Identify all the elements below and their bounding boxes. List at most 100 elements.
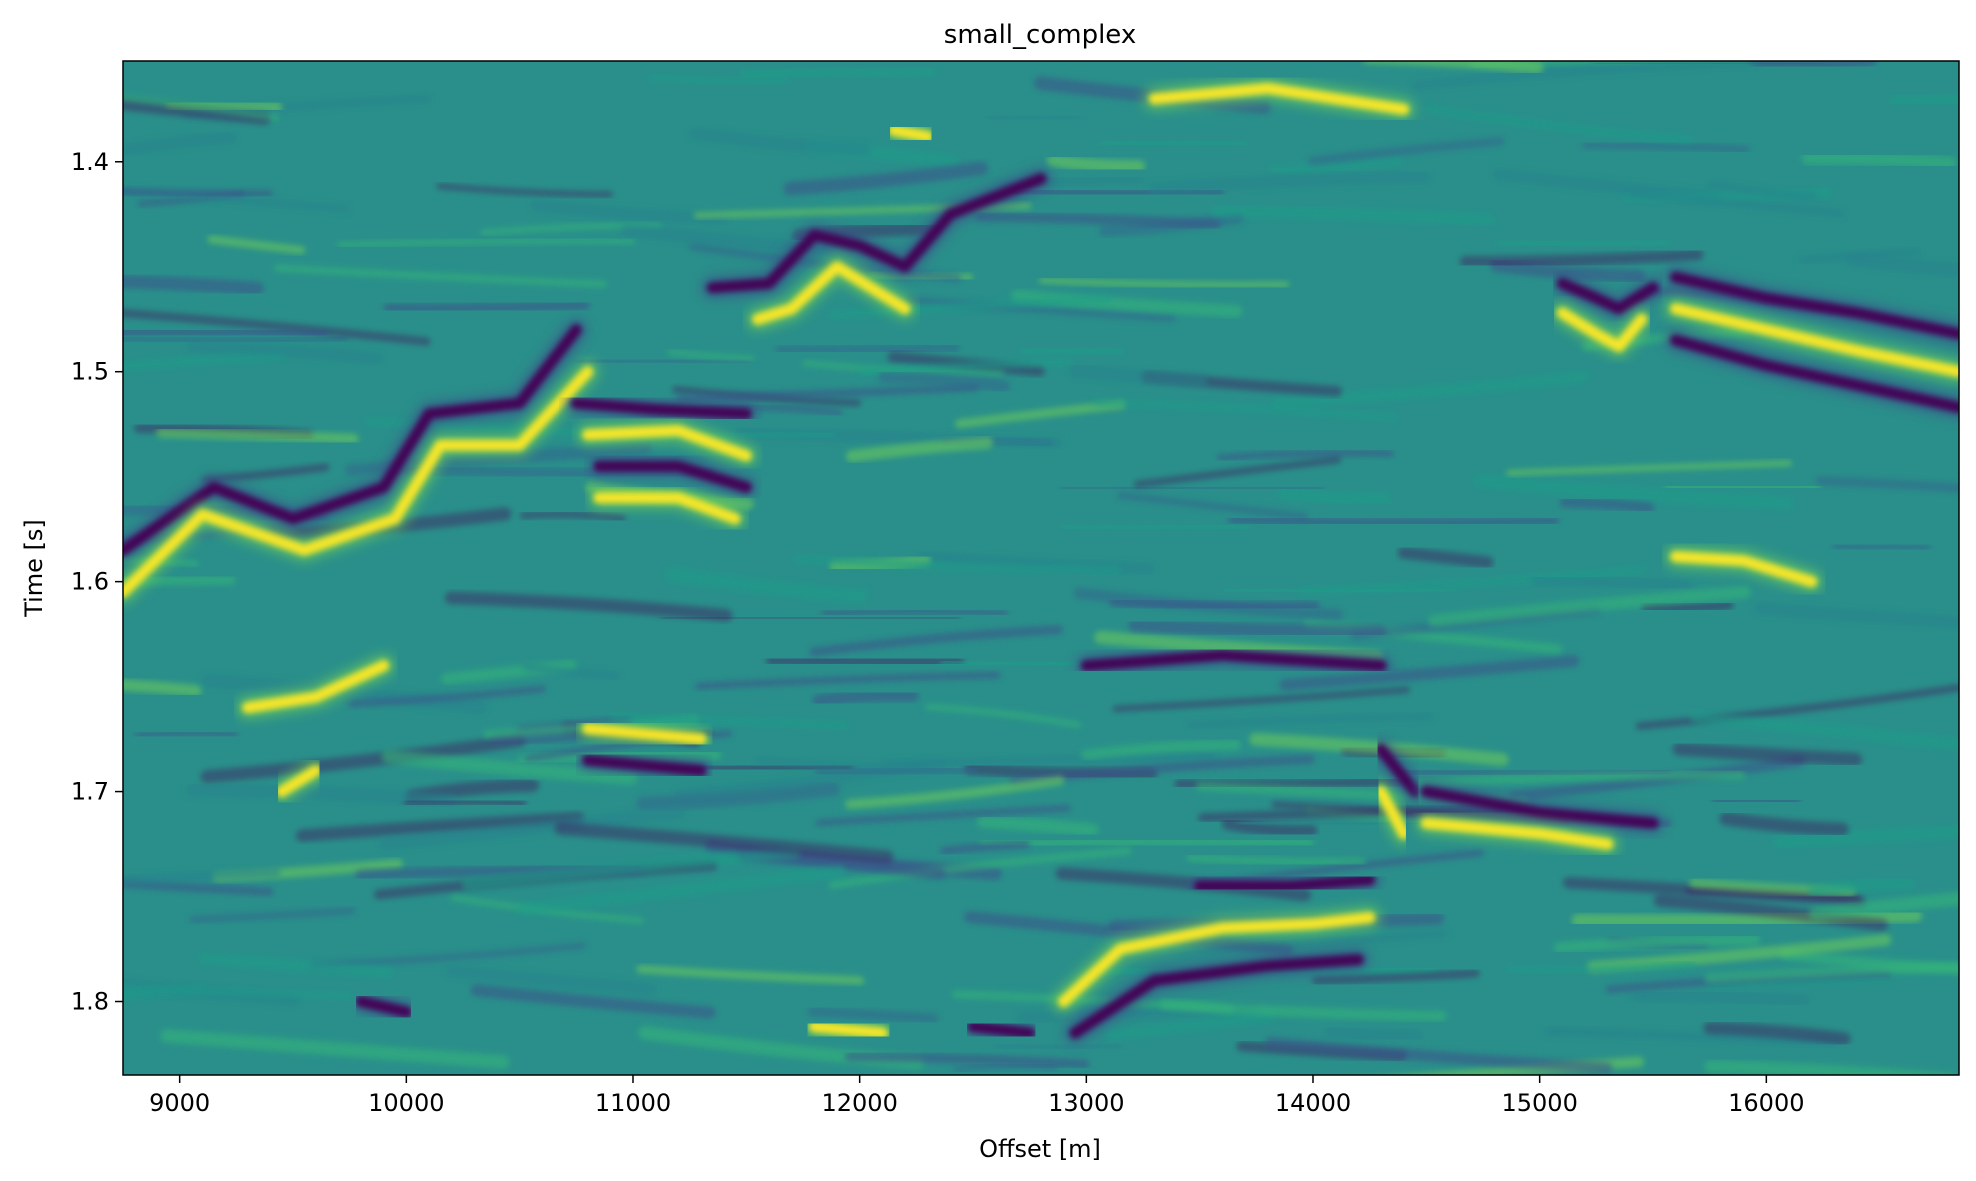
texture-streak: [905, 296, 1176, 323]
x-tick-label: 14000: [1275, 1089, 1351, 1117]
texture-streak: [436, 183, 614, 198]
reflector-peak: [752, 261, 911, 325]
texture-streak: [1210, 204, 1495, 227]
reflector-trough: [1670, 334, 1959, 413]
texture-streak: [1815, 476, 1959, 493]
texture-streak: [1808, 876, 1915, 898]
texture-streak: [1672, 742, 1863, 767]
reflector-trough: [582, 754, 707, 777]
texture-streak: [1635, 683, 1959, 730]
texture-streak: [1459, 248, 1704, 268]
texture-streak: [963, 911, 1294, 957]
texture-streak: [123, 679, 202, 697]
texture-streak: [1299, 566, 1645, 595]
reflector-trough: [1670, 271, 1959, 340]
texture-streak: [123, 867, 281, 886]
texture-streak: [1559, 496, 1655, 514]
texture-streak: [1773, 824, 1959, 850]
texture-streak: [123, 188, 274, 198]
texture-streak: [1109, 597, 1320, 611]
texture-streak: [347, 685, 547, 708]
reflector-peak: [1420, 817, 1614, 850]
texture-streak: [739, 64, 936, 82]
reflector-peak: [1375, 786, 1410, 840]
reflector-peak: [1556, 307, 1648, 352]
reflector-trough: [1420, 786, 1659, 829]
texture-streak: [807, 1006, 939, 1024]
texture-streak: [273, 264, 608, 288]
texture-streak: [295, 811, 585, 842]
texture-streak: [636, 782, 841, 811]
reflector-trough: [706, 173, 1047, 294]
texture-streak: [1277, 486, 1391, 507]
texture-streak: [1704, 961, 1959, 984]
y-axis: 1.4 1.5 1.6 1.7 1.8: [71, 148, 123, 1016]
texture-streak: [186, 340, 383, 365]
texture-streak: [123, 879, 274, 896]
y-tick-label: 1.8: [71, 988, 109, 1016]
texture-streak: [689, 127, 871, 156]
reflector-peak: [582, 425, 752, 462]
texture-streak: [828, 847, 1132, 889]
texture-streak: [1653, 894, 1888, 932]
plot-frame: [122, 60, 1960, 1076]
texture-streak: [1544, 1026, 1842, 1048]
texture-streak: [845, 775, 1065, 809]
y-tick-label: 1.6: [71, 568, 109, 596]
texture-streak: [1831, 540, 1932, 554]
texture-streak: [1117, 491, 1308, 521]
texture-streak: [1889, 92, 1959, 109]
texture-streak: [403, 797, 527, 808]
texture-streak: [123, 132, 237, 156]
texture-streak: [207, 235, 306, 255]
texture-streak: [1112, 686, 1411, 712]
texture-streak: [676, 383, 979, 403]
texture-streak: [554, 822, 894, 864]
texture-streak: [1428, 585, 1751, 628]
texture-streak: [123, 274, 264, 296]
reflector-peak: [593, 492, 741, 525]
texture-streak: [1496, 236, 1670, 250]
texture-streak: [1060, 521, 1251, 534]
texture-streak: [1708, 180, 1817, 201]
texture-streak: [1009, 186, 1225, 199]
texture-streak: [1663, 480, 1822, 494]
texture-streak: [1704, 1059, 1957, 1075]
texture-streak: [381, 749, 638, 785]
texture-streak: [576, 357, 753, 366]
texture-streak: [1703, 1021, 1851, 1046]
texture-streak: [1227, 514, 1560, 528]
texture-streak: [812, 688, 919, 707]
chart-title: small_complex: [944, 20, 1136, 50]
reflector-trough: [1375, 744, 1421, 798]
texture-streak: [1046, 154, 1146, 173]
texture-streak: [694, 671, 1001, 690]
texture-streak: [1490, 259, 1646, 283]
texture-streak: [1562, 876, 1866, 908]
reflector-trough: [1556, 278, 1659, 315]
reflector-trough: [1080, 649, 1387, 672]
texture-streak: [379, 805, 686, 851]
texture-streak: [925, 703, 1081, 728]
texture-streak: [1780, 949, 1959, 975]
texture-streak: [1186, 853, 1366, 867]
texture-streak: [1128, 618, 1387, 639]
texture-streak: [878, 370, 1011, 393]
texture-streak: [1754, 602, 1959, 629]
texture-streak: [123, 984, 352, 1000]
texture-streak: [1060, 484, 1324, 492]
texture-streak: [1187, 712, 1434, 730]
texture-streak: [1531, 574, 1693, 591]
x-tick-label: 9000: [149, 1089, 210, 1117]
texture-streak: [775, 341, 961, 356]
texture-streak: [1265, 1036, 1613, 1074]
texture-streak: [1069, 364, 1208, 389]
texture-streak: [636, 964, 865, 985]
reflector-trough: [570, 397, 752, 420]
texture-streak: [123, 326, 328, 340]
texture-streak: [1311, 968, 1480, 985]
reflector-peak: [808, 1021, 888, 1039]
reflector-peak: [888, 124, 934, 143]
texture-streak: [200, 733, 526, 784]
texture-streak: [123, 334, 348, 345]
